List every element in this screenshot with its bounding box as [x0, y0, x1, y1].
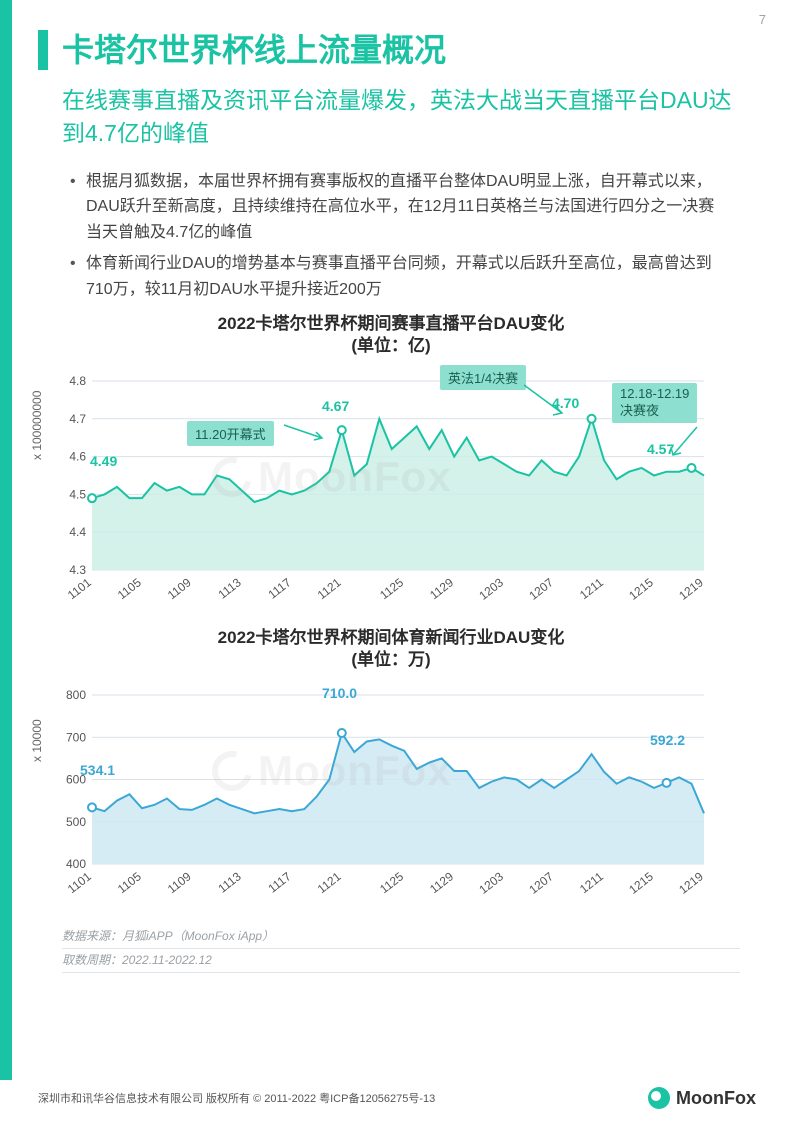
svg-text:1113: 1113: [215, 869, 244, 896]
copyright-text: 深圳市和讯华谷信息技术有限公司 版权所有 © 2011-2022 粤ICP备12…: [38, 1090, 435, 1106]
svg-text:1121: 1121: [315, 869, 344, 896]
source-block: 数据来源：月狐iAPP（MoonFox iApp） 取数周期：2022.11-2…: [0, 917, 794, 973]
svg-text:400: 400: [66, 857, 86, 871]
svg-text:4.4: 4.4: [69, 525, 86, 539]
svg-text:1207: 1207: [526, 575, 556, 603]
brand-name: MoonFox: [676, 1088, 756, 1109]
svg-text:1109: 1109: [165, 869, 194, 896]
svg-text:4.8: 4.8: [69, 374, 86, 388]
svg-text:1101: 1101: [65, 869, 94, 896]
bullet-list: 根据月狐数据，本届世界杯拥有赛事版权的直播平台整体DAU明显上涨，自开幕式以来，…: [62, 169, 740, 303]
svg-text:1125: 1125: [377, 869, 406, 896]
brand-logo: MoonFox: [648, 1087, 756, 1109]
chart1-ylabel: x 100000000: [30, 390, 44, 459]
svg-text:1215: 1215: [626, 575, 656, 603]
svg-text:1125: 1125: [377, 575, 406, 602]
chart1-first-val: 4.49: [90, 453, 117, 469]
svg-text:1207: 1207: [526, 869, 556, 897]
svg-text:1129: 1129: [427, 575, 456, 602]
chart2-title: 2022卡塔尔世界杯期间体育新闻行业DAU变化 (单位：万): [42, 627, 740, 671]
svg-text:4.6: 4.6: [69, 449, 86, 463]
svg-text:1215: 1215: [626, 869, 656, 897]
left-accent-bar: [0, 0, 12, 1080]
arrow-icon: [282, 413, 332, 443]
page-number: 7: [759, 12, 766, 27]
logo-icon: [648, 1087, 670, 1109]
svg-text:1219: 1219: [676, 869, 706, 897]
chart2-svg: 4005006007008001101110511091113111711211…: [42, 677, 722, 912]
chart2-peak-val: 710.0: [322, 685, 357, 701]
svg-text:1203: 1203: [476, 575, 506, 603]
svg-text:1117: 1117: [265, 869, 294, 896]
chart1-badge-engfra: 英法1/4决赛: [440, 365, 526, 390]
chart1-wrap: x 100000000 MoonFox 4.34.44.54.64.74.811…: [42, 363, 740, 623]
source-line1: 数据来源：月狐iAPP（MoonFox iApp）: [62, 925, 740, 949]
svg-text:1211: 1211: [577, 869, 606, 896]
page-title: 卡塔尔世界杯线上流量概况: [38, 30, 740, 70]
chart2-last-val: 592.2: [650, 732, 685, 748]
header: 卡塔尔世界杯线上流量概况 在线赛事直播及资讯平台流量爆发，英法大战当天直播平台D…: [0, 0, 794, 303]
chart2-title-text: 2022卡塔尔世界杯期间体育新闻行业DAU变化: [218, 628, 565, 647]
svg-text:4.7: 4.7: [69, 412, 86, 426]
chart1-title: 2022卡塔尔世界杯期间赛事直播平台DAU变化 (单位：亿): [42, 313, 740, 357]
svg-text:1109: 1109: [165, 575, 194, 602]
chart1-val-467: 4.67: [322, 398, 349, 414]
svg-text:500: 500: [66, 815, 86, 829]
svg-text:1117: 1117: [265, 575, 294, 602]
footer: 深圳市和讯华谷信息技术有限公司 版权所有 © 2011-2022 粤ICP备12…: [0, 1087, 794, 1109]
chart2-unit: (单位：万): [351, 650, 430, 669]
arrow-icon: [522, 381, 572, 421]
bullet-item: 体育新闻行业DAU的增势基本与赛事直播平台同频，开幕式以后跃升至高位，最高曾达到…: [70, 251, 730, 302]
chart1-title-text: 2022卡塔尔世界杯期间赛事直播平台DAU变化: [218, 314, 565, 333]
svg-text:1105: 1105: [115, 575, 144, 602]
chart2-block: 2022卡塔尔世界杯期间体育新闻行业DAU变化 (单位：万) x 10000 M…: [0, 627, 794, 917]
page-subtitle: 在线赛事直播及资讯平台流量爆发，英法大战当天直播平台DAU达到4.7亿的峰值: [62, 84, 740, 151]
svg-text:1113: 1113: [215, 575, 244, 602]
svg-text:1101: 1101: [65, 575, 94, 602]
chart2-wrap: x 10000 MoonFox 400500600700800110111051…: [42, 677, 740, 917]
svg-text:1219: 1219: [676, 575, 706, 603]
svg-text:800: 800: [66, 688, 86, 702]
chart1-unit: (单位：亿): [351, 336, 430, 355]
svg-text:1121: 1121: [315, 575, 344, 602]
chart2-ylabel: x 10000: [30, 719, 44, 762]
arrow-icon: [667, 423, 707, 463]
svg-text:4.5: 4.5: [69, 487, 86, 501]
chart2-first-val: 534.1: [80, 762, 115, 778]
svg-text:1129: 1129: [427, 869, 456, 896]
chart1-block: 2022卡塔尔世界杯期间赛事直播平台DAU变化 (单位：亿) x 1000000…: [0, 313, 794, 623]
svg-text:4.3: 4.3: [69, 563, 86, 577]
svg-text:1211: 1211: [577, 575, 606, 602]
chart1-badge-opening: 11.20开幕式: [187, 421, 274, 446]
chart1-badge-final: 12.18-12.19决赛夜: [612, 383, 697, 423]
source-line2: 取数周期：2022.11-2022.12: [62, 949, 740, 973]
svg-text:1203: 1203: [476, 869, 506, 897]
bullet-item: 根据月狐数据，本届世界杯拥有赛事版权的直播平台整体DAU明显上涨，自开幕式以来，…: [70, 169, 730, 246]
svg-text:1105: 1105: [115, 869, 144, 896]
svg-text:700: 700: [66, 730, 86, 744]
